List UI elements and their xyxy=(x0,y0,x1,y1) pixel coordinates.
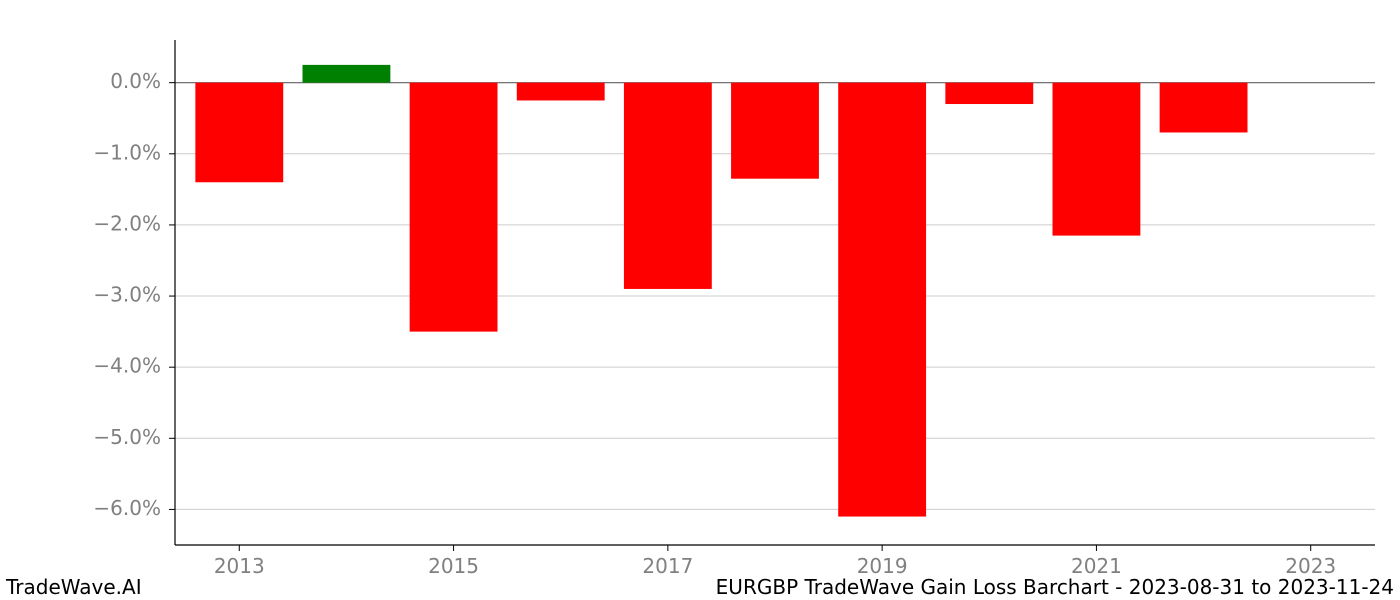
bar-2014 xyxy=(303,65,391,83)
bars-group xyxy=(195,65,1247,517)
footer-left-text: TradeWave.AI xyxy=(5,575,142,599)
bar-2021 xyxy=(1053,83,1141,236)
y-tick-label: −5.0% xyxy=(93,425,161,449)
x-tick-label: 2013 xyxy=(214,554,265,578)
y-tick-label: 0.0% xyxy=(110,69,161,93)
footer-right-text: EURGBP TradeWave Gain Loss Barchart - 20… xyxy=(716,575,1394,599)
x-ticks: 201320152017201920212023 xyxy=(214,545,1336,578)
chart-container: 0.0% −1.0% −2.0% −3.0% −4.0% −5.0% −6.0% 2013 2… xyxy=(0,0,1400,600)
y-tick-label: −3.0% xyxy=(93,283,161,307)
y-tick-label: −4.0% xyxy=(93,354,161,378)
bar-2013 xyxy=(195,83,283,183)
bar-2019 xyxy=(838,83,926,517)
y-tick-label: −1.0% xyxy=(93,140,161,164)
bar-2020 xyxy=(945,83,1033,104)
y-tick-label: −6.0% xyxy=(93,496,161,520)
gain-loss-barchart: 0.0% −1.0% −2.0% −3.0% −4.0% −5.0% −6.0% 2013 2… xyxy=(0,0,1400,600)
bar-2016 xyxy=(517,83,605,101)
x-tick-label: 2015 xyxy=(428,554,479,578)
bar-2017 xyxy=(624,83,712,289)
bar-2022 xyxy=(1160,83,1248,133)
y-tick-label: −2.0% xyxy=(93,211,161,235)
bar-2018 xyxy=(731,83,819,179)
y-ticks: 0.0% −1.0% −2.0% −3.0% −4.0% −5.0% −6.0% xyxy=(93,69,175,520)
x-tick-label: 2017 xyxy=(642,554,693,578)
bar-2015 xyxy=(410,83,498,332)
